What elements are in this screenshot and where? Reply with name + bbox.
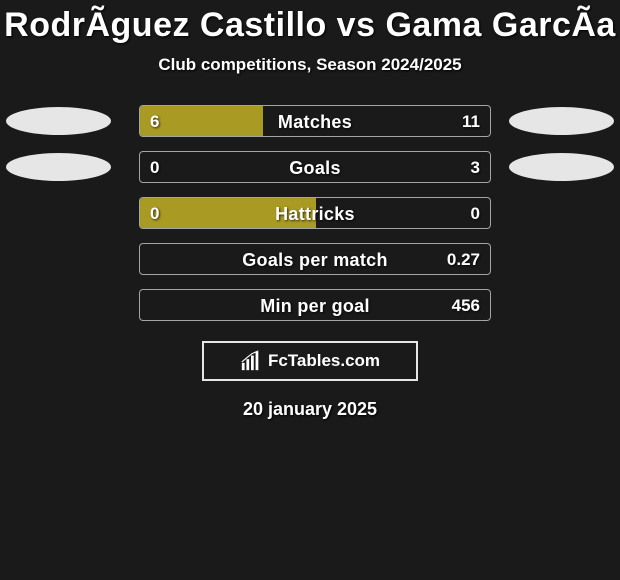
stat-label: Min per goal (140, 290, 490, 321)
stat-row: 0Hattricks0 (0, 195, 620, 241)
stat-value-right: 0 (471, 198, 480, 229)
stat-value-right: 3 (471, 152, 480, 183)
player-right-marker (509, 107, 614, 135)
stat-value-right: 456 (452, 290, 480, 321)
player-left-marker (6, 107, 111, 135)
comparison-widget: RodrÃ­guez Castillo vs Gama GarcÃ­a Club… (0, 0, 620, 580)
stat-row: 0Goals3 (0, 149, 620, 195)
stat-value-right: 11 (462, 106, 480, 137)
stat-label: Matches (140, 106, 490, 137)
date-line: 20 january 2025 (0, 399, 620, 420)
page-title: RodrÃ­guez Castillo vs Gama GarcÃ­a (0, 0, 620, 45)
stat-value-right: 0.27 (447, 244, 480, 275)
stat-bar: 0Goals3 (139, 151, 491, 183)
stat-label: Goals (140, 152, 490, 183)
stat-label: Hattricks (140, 198, 490, 229)
stat-row: 6Matches11 (0, 103, 620, 149)
brand-box[interactable]: FcTables.com (202, 341, 418, 381)
bar-chart-icon (240, 350, 262, 372)
stat-row: Min per goal456 (0, 287, 620, 333)
stat-bar: Goals per match0.27 (139, 243, 491, 275)
stat-rows: 6Matches110Goals30Hattricks0Goals per ma… (0, 103, 620, 333)
stat-row: Goals per match0.27 (0, 241, 620, 287)
stat-bar: Min per goal456 (139, 289, 491, 321)
stat-label: Goals per match (140, 244, 490, 275)
stat-bar: 6Matches11 (139, 105, 491, 137)
player-left-marker (6, 153, 111, 181)
brand-text: FcTables.com (268, 351, 380, 371)
player-right-marker (509, 153, 614, 181)
stat-bar: 0Hattricks0 (139, 197, 491, 229)
subtitle: Club competitions, Season 2024/2025 (0, 55, 620, 75)
